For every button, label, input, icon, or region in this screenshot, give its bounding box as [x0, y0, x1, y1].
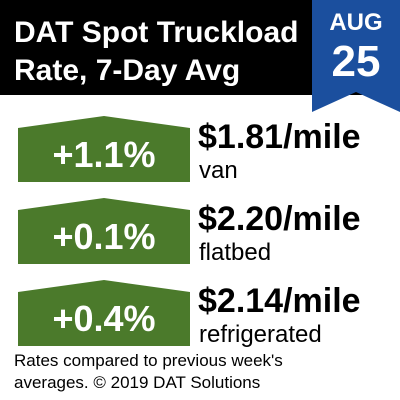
change-value: +0.4%: [52, 298, 155, 339]
title-line: DAT Spot Truckload: [14, 16, 298, 49]
equipment-type: refrigerated: [199, 321, 322, 348]
date-day: 25: [332, 37, 381, 86]
equipment-type: flatbed: [199, 239, 271, 266]
rate-value: $2.20/mile: [198, 200, 361, 238]
footer-line: averages. © 2019 DAT Solutions: [14, 373, 260, 392]
change-badge: [18, 116, 190, 182]
change-value: +1.1%: [52, 134, 155, 175]
change-badge: [18, 280, 190, 346]
change-badge: [18, 198, 190, 264]
rate-value: $1.81/mile: [198, 118, 361, 156]
rate-value: $2.14/mile: [198, 282, 361, 320]
date-ribbon: [312, 0, 400, 112]
title-line: Rate, 7-Day Avg: [14, 54, 240, 87]
equipment-type: van: [199, 157, 238, 184]
date-month: AUG: [329, 9, 382, 36]
change-value: +0.1%: [52, 216, 155, 257]
footer-line: Rates compared to previous week's: [14, 351, 283, 370]
